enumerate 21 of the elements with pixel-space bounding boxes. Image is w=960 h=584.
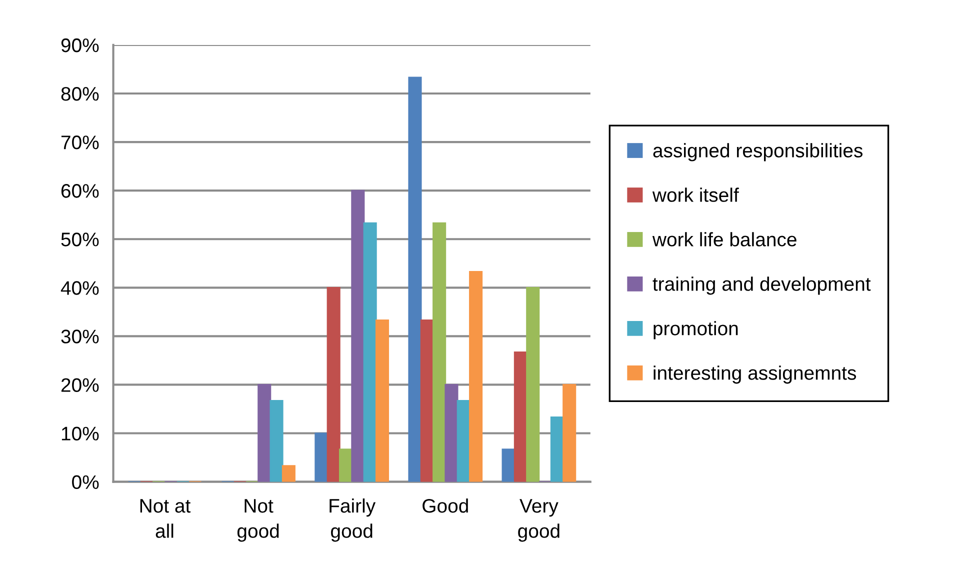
legend-label: promotion	[654, 321, 738, 340]
x-tick-label: Fairly good	[330, 498, 376, 542]
x-tick-label: Not good	[237, 499, 279, 542]
legend-label: assigned responsibilities	[653, 143, 863, 162]
legend-label: training and development	[652, 276, 871, 295]
y-tick-label: 0%	[72, 475, 99, 490]
x-tick-label: Very good	[518, 499, 560, 542]
y-tick-label: 90%	[61, 38, 99, 52]
y-tick-label: 50%	[61, 232, 99, 246]
y-tick-label: 40%	[60, 281, 99, 295]
legend-label: work itself	[652, 188, 739, 202]
y-tick-label: 80%	[61, 86, 99, 101]
y-tick-label: 60%	[61, 184, 99, 198]
x-tick-label: Not at all	[140, 499, 191, 538]
x-tick-label: Good	[422, 498, 468, 513]
y-tick-label: 70%	[61, 136, 99, 150]
y-tick-label: 10%	[62, 426, 99, 440]
legend-label: interesting assignemnts	[654, 366, 856, 384]
y-tick-label: 30%	[61, 330, 99, 344]
legend-label: work life balance	[652, 232, 796, 246]
y-tick-label: 20%	[61, 378, 99, 392]
